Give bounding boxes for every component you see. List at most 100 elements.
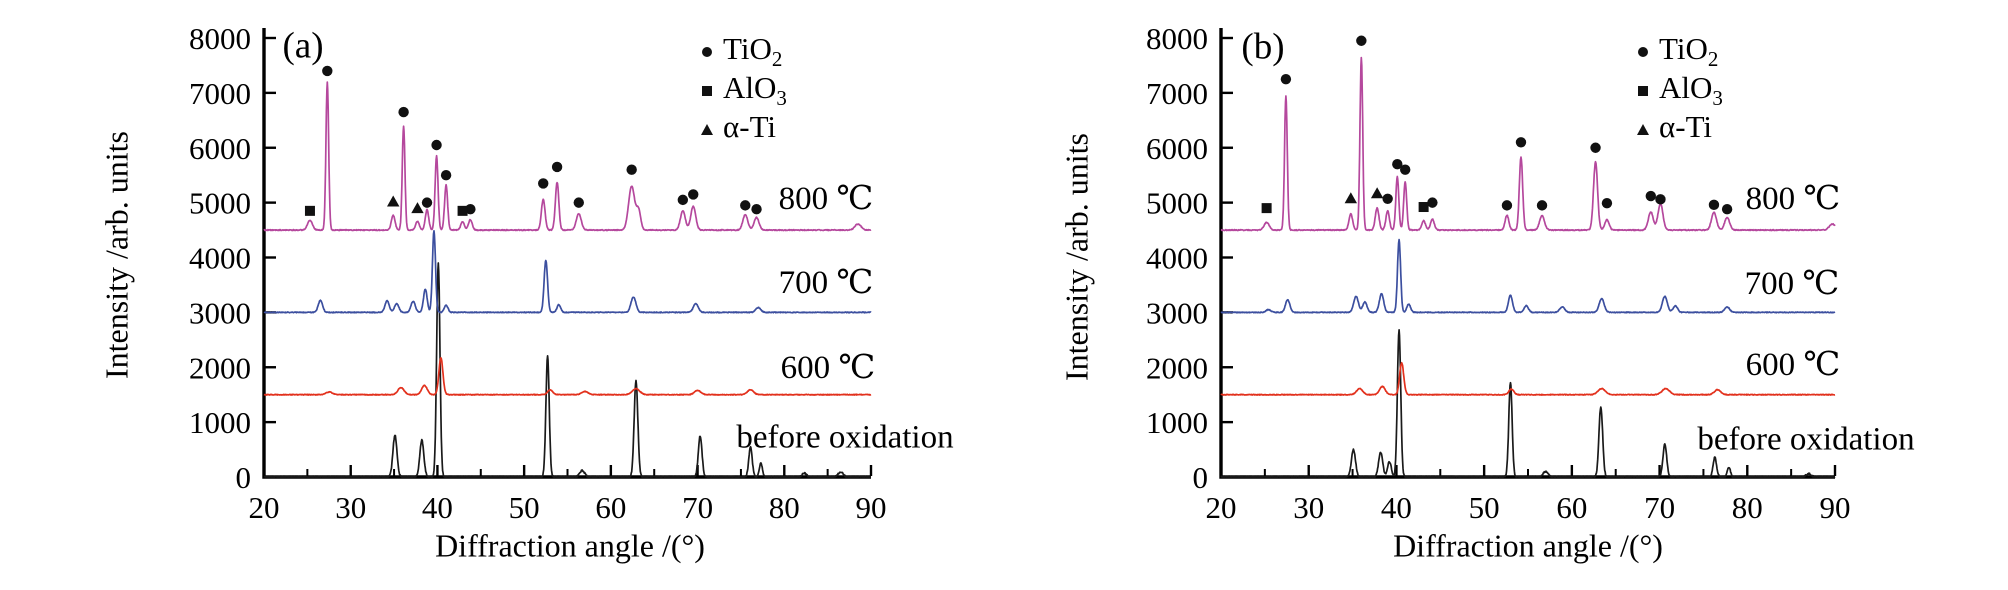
y-tick-label: 2000 bbox=[1146, 350, 1208, 385]
x-tick-label: 50 bbox=[509, 490, 540, 525]
panel-a-x-axis-title: Diffraction angle /(°) bbox=[435, 527, 705, 564]
legend-label: α-Ti bbox=[723, 108, 777, 144]
tio2-marker bbox=[1536, 200, 1548, 211]
panel-a-series-label-before-oxidation: before oxidation bbox=[736, 419, 954, 456]
legend-item-tio2: TiO2 bbox=[698, 30, 787, 72]
panel-a-series-label-700c: 700 ℃ bbox=[778, 265, 874, 301]
legend-item-alo3: AlO3 bbox=[698, 70, 787, 110]
tio2-marker bbox=[465, 204, 476, 215]
y-tick-label: 2000 bbox=[189, 350, 251, 385]
panel-b-y-axis-title: Intensity /arb. units bbox=[1058, 133, 1095, 381]
tio2-marker bbox=[1590, 142, 1601, 153]
alo3-marker bbox=[1418, 202, 1429, 213]
panel-b-series-label-800c: 800 ℃ bbox=[1745, 181, 1841, 217]
y-tick-label: 6000 bbox=[1146, 131, 1208, 166]
alo3-marker bbox=[304, 205, 315, 216]
x-tick-label: 70 bbox=[682, 490, 713, 525]
alo3-square-icon bbox=[698, 85, 716, 96]
alpha-ti-triangle-icon bbox=[698, 124, 716, 135]
curve-600c bbox=[1220, 361, 1836, 396]
x-tick-label: 90 bbox=[856, 490, 887, 525]
y-tick-label: 6000 bbox=[189, 131, 251, 166]
panel-a-letter: (a) bbox=[282, 25, 324, 67]
alo3-marker bbox=[1261, 203, 1272, 214]
x-tick-label: 80 bbox=[769, 490, 800, 525]
tio2-marker bbox=[1601, 197, 1613, 209]
y-tick-label: 1000 bbox=[189, 405, 251, 440]
tio2-marker bbox=[431, 139, 442, 151]
y-tick-label: 7000 bbox=[189, 76, 251, 111]
panel-a-legend: TiO2 AlO3 α-Ti bbox=[698, 30, 787, 149]
y-tick-label: 0 bbox=[236, 460, 252, 495]
tio2-marker bbox=[1400, 164, 1411, 175]
panel-b-letter: (b) bbox=[1241, 26, 1285, 68]
alpha-ti-triangle-icon bbox=[1634, 124, 1652, 135]
y-tick-label: 5000 bbox=[189, 186, 251, 221]
legend-label: TiO2 bbox=[723, 30, 783, 72]
legend-label: AlO3 bbox=[1659, 69, 1723, 111]
tio2-circle-icon bbox=[698, 46, 716, 57]
alo3-square-icon bbox=[1634, 85, 1652, 96]
x-tick-label: 50 bbox=[1469, 490, 1500, 525]
tio2-marker bbox=[440, 169, 452, 181]
x-tick-label: 60 bbox=[595, 490, 626, 525]
curve-700c bbox=[263, 230, 872, 314]
panel-a-series-label-800c: 800 ℃ bbox=[778, 181, 874, 217]
tio2-marker bbox=[740, 200, 751, 211]
tio2-marker bbox=[421, 197, 433, 208]
alpha-ti-marker bbox=[387, 195, 400, 207]
alpha-ti-marker bbox=[1344, 192, 1358, 204]
tio2-marker bbox=[1392, 159, 1403, 170]
legend-label: TiO2 bbox=[1659, 30, 1719, 72]
legend-item-alo3: AlO3 bbox=[1634, 69, 1723, 111]
x-tick-label: 70 bbox=[1644, 490, 1675, 525]
tio2-marker bbox=[626, 164, 637, 175]
panel-b-legend: TiO2 AlO3 α-Ti bbox=[1634, 30, 1723, 149]
tio2-marker bbox=[573, 197, 584, 208]
legend-item-alpha-ti: α-Ti bbox=[698, 108, 787, 149]
tio2-marker bbox=[1382, 193, 1393, 204]
curve-700c bbox=[1220, 238, 1836, 314]
y-tick-label: 4000 bbox=[1146, 241, 1208, 276]
curve-800c bbox=[263, 81, 872, 232]
legend-item-tio2: TiO2 bbox=[1634, 30, 1723, 72]
alpha-ti-marker bbox=[1370, 187, 1384, 199]
tio2-marker bbox=[1721, 204, 1733, 215]
tio2-marker bbox=[538, 178, 549, 189]
tio2-marker bbox=[1356, 35, 1367, 46]
x-tick-label: 40 bbox=[422, 490, 453, 525]
tio2-marker bbox=[1515, 137, 1527, 148]
legend-label: α-Ti bbox=[1659, 108, 1713, 144]
y-tick-label: 1000 bbox=[1146, 405, 1208, 440]
x-tick-label: 20 bbox=[1206, 490, 1237, 525]
curve-before-oxidation bbox=[1220, 328, 1836, 478]
panel-b-series-label-600c: 600 ℃ bbox=[1745, 347, 1841, 383]
y-tick-label: 8000 bbox=[1146, 21, 1208, 56]
panel-a-y-axis-title: Intensity /arb. units bbox=[98, 131, 135, 379]
y-tick-label: 4000 bbox=[189, 241, 251, 276]
legend-item-alpha-ti: α-Ti bbox=[1634, 108, 1723, 149]
x-tick-label: 80 bbox=[1732, 490, 1763, 525]
y-tick-label: 8000 bbox=[189, 21, 251, 56]
y-tick-label: 5000 bbox=[1146, 186, 1208, 221]
curve-800c bbox=[1220, 56, 1836, 232]
tio2-marker bbox=[751, 204, 762, 215]
tio2-marker bbox=[551, 161, 563, 173]
panel-a-series-label-600c: 600 ℃ bbox=[780, 350, 876, 386]
x-tick-label: 40 bbox=[1381, 490, 1412, 525]
panel-b-x-axis-title: Diffraction angle /(°) bbox=[1393, 527, 1663, 564]
tio2-marker bbox=[1501, 200, 1513, 211]
tio2-marker bbox=[398, 106, 409, 118]
panel-b-series-label-before-oxidation: before oxidation bbox=[1697, 421, 1915, 458]
x-tick-label: 30 bbox=[335, 490, 366, 525]
panel-b-series-label-700c: 700 ℃ bbox=[1744, 266, 1840, 302]
x-tick-label: 30 bbox=[1293, 490, 1324, 525]
tio2-marker bbox=[322, 65, 333, 77]
alo3-marker bbox=[457, 205, 468, 216]
tio2-marker bbox=[1708, 199, 1720, 211]
x-tick-label: 90 bbox=[1820, 490, 1851, 525]
tio2-marker bbox=[688, 189, 699, 200]
curve-600c bbox=[263, 357, 872, 396]
